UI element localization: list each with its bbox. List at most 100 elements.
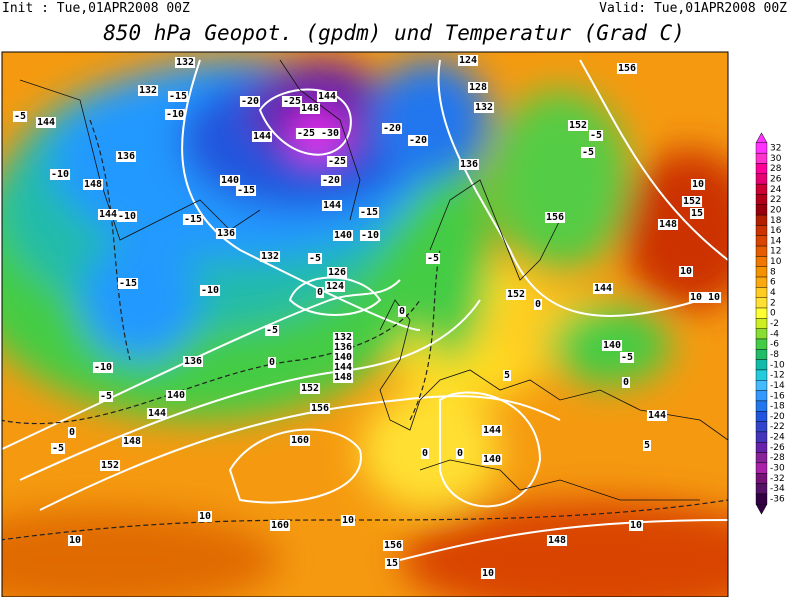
colorbar-label: -32 [770, 474, 785, 484]
contour-label: -10 [118, 211, 136, 222]
contour-label: 156 [546, 212, 564, 223]
label-box [397, 306, 407, 317]
colorbar-label: 28 [770, 164, 782, 174]
label-box [681, 196, 703, 207]
colorbar-label: -20 [770, 412, 785, 422]
contour-label: 148 [334, 372, 352, 383]
label-box [267, 357, 277, 368]
label-box [235, 185, 257, 196]
contour-label: -10 [51, 169, 69, 180]
colorbar-cell [755, 338, 768, 350]
contour-label: 0 [317, 287, 323, 298]
contour-label: 0 [399, 306, 405, 317]
label-box [326, 267, 348, 278]
contour-label: 136 [184, 356, 202, 367]
label-box [481, 454, 503, 465]
label-box [165, 390, 187, 401]
label-box [657, 219, 679, 230]
colorbar-label: 4 [770, 288, 776, 298]
colorbar-cell [755, 287, 768, 298]
contour-label: 140 [221, 175, 239, 186]
contour-label: 136 [460, 159, 478, 170]
colorbar-cell [755, 152, 768, 164]
label-box [315, 287, 325, 298]
colorbar-cell [755, 245, 768, 257]
init-time: Init : Tue,01APR2008 00Z [2, 1, 190, 16]
label-box [49, 169, 71, 180]
colorbar: 32302826242220181614121086420-2-4-6-8-10… [755, 132, 785, 515]
label-box [384, 558, 400, 569]
colorbar-cell [755, 163, 768, 175]
colorbar-label: -16 [770, 391, 785, 401]
label-box [473, 102, 495, 113]
colorbar-label: 32 [770, 144, 781, 154]
colorbar-label: -22 [770, 422, 785, 432]
colorbar-label: 22 [770, 195, 781, 205]
label-box [320, 175, 342, 186]
contour-label: 0 [422, 448, 428, 459]
colorbar-label: -12 [770, 371, 785, 381]
contour-label: -15 [360, 207, 378, 218]
label-box [340, 515, 356, 526]
colorbar-cell [755, 380, 768, 391]
contour-label: 140 [603, 340, 621, 351]
label-box [182, 356, 204, 367]
colorbar-label: -24 [770, 433, 785, 443]
contour-label: 10 10 [690, 292, 720, 303]
contour-label: 148 [301, 103, 319, 114]
contour-label: -15 [184, 214, 202, 225]
colorbar-label: 24 [770, 185, 782, 195]
label-box [219, 175, 241, 186]
colorbar-label: 14 [770, 236, 782, 246]
label-box [99, 460, 121, 471]
colorbar-cell [755, 214, 768, 226]
colorbar-cell [755, 369, 768, 381]
label-box [98, 391, 114, 402]
label-box [116, 211, 138, 222]
contour-label: -20 [383, 123, 401, 134]
label-box [689, 208, 705, 219]
label-box [324, 281, 346, 292]
contour-label: -5 [621, 352, 633, 363]
contour-label: 144 [648, 410, 666, 421]
label-box [92, 362, 114, 373]
contour-label: 5 [644, 440, 650, 451]
contour-label: -10 [94, 362, 112, 373]
label-box [316, 91, 338, 102]
colorbar-cell [755, 431, 768, 443]
contour-label: 10 [69, 535, 81, 546]
contour-label: 156 [384, 540, 402, 551]
colorbar-cell [755, 183, 768, 195]
contour-label: 0 [69, 427, 75, 438]
contour-label: 148 [123, 436, 141, 447]
contour-label: 156 [311, 403, 329, 414]
label-box [458, 159, 480, 170]
contour-label: -5 [582, 147, 594, 158]
label-box [359, 230, 381, 241]
colorbar-cell [755, 452, 768, 464]
contour-label: -20 [322, 175, 340, 186]
contour-label: 10 [199, 511, 211, 522]
contour-label: 136 [117, 151, 135, 162]
colorbar-label: -34 [770, 484, 785, 494]
label-box [358, 207, 380, 218]
colorbar-label: -6 [770, 340, 779, 350]
contour-label: 144 [594, 283, 612, 294]
colorbar-cell [755, 400, 768, 412]
contour-label: 152 [569, 120, 587, 131]
contour-label: 140 [334, 352, 352, 363]
colorbar-cell [755, 194, 768, 205]
colorbar-label: 8 [770, 267, 776, 277]
label-box [457, 55, 479, 66]
label-box [164, 109, 186, 120]
label-box [688, 292, 722, 303]
map-title: 850 hPa Geopot. (gpdm) und Temperatur (G… [103, 21, 685, 45]
contour-label: 148 [548, 535, 566, 546]
label-box [332, 342, 354, 353]
contour-label: 124 [459, 55, 477, 66]
colorbar-label: -10 [770, 360, 785, 370]
label-box [455, 448, 465, 459]
contour-label: 136 [217, 228, 235, 239]
colorbar-label: -4 [770, 329, 779, 339]
colorbar-label: 26 [770, 174, 782, 184]
